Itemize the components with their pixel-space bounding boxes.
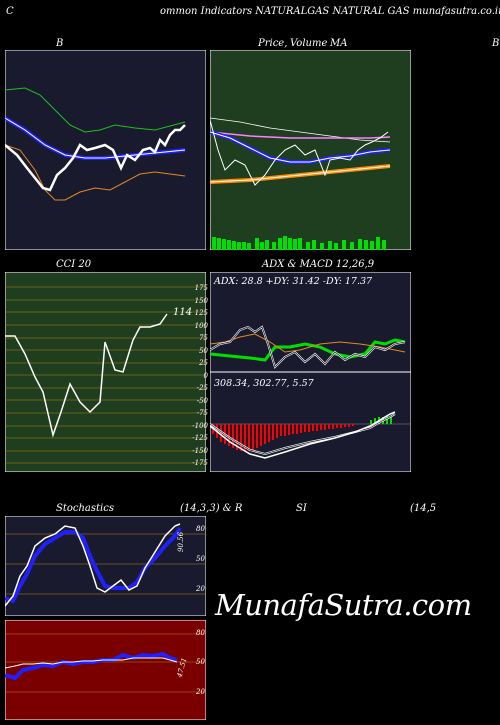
cci-tick: 75 [199, 334, 208, 342]
cci-tick: -150 [192, 446, 208, 455]
stochastics-title-a: Stochastics [56, 503, 114, 514]
macd-readout: 308.34, 302.77, 5.57 [214, 378, 315, 389]
cci-tick: 175 [194, 284, 208, 292]
cci-tick: 50 [199, 346, 208, 355]
rsi-tick: 20 [196, 688, 205, 696]
rsi-tick: 80 [196, 629, 205, 637]
stochastics-tick: 50 [196, 555, 205, 563]
stochastics-tick: 80 [196, 525, 205, 533]
page-title: ommon Indicators NATURALGAS NATURAL GAS … [160, 6, 500, 17]
price-title-c: MA [330, 38, 348, 49]
cci-tick: -75 [196, 409, 208, 417]
cci-tick: 25 [199, 359, 208, 367]
rsi-tick: 50 [196, 658, 205, 666]
header-prefix: C [6, 6, 14, 17]
stochastics-value-label: 90.56 [177, 531, 185, 552]
cci-tick-labels: 175 150 125 100 75 50 25 0 -25 -50 -75 -… [190, 282, 208, 470]
stochastics-title-c: SI [296, 503, 307, 514]
cci-tick: -100 [192, 421, 208, 430]
stochastics-tick: 20 [196, 585, 205, 593]
rsi-chart: 47.51 [5, 620, 206, 720]
cci-tick: -125 [192, 434, 208, 442]
cci-value-label: 114 [173, 307, 192, 318]
adx-title: ADX & MACD 12,26,9 [262, 259, 375, 270]
cci-title: CCI 20 [56, 259, 92, 270]
stochastics-title-b: (14,3,3) & R [180, 503, 243, 514]
macd-chart: 308.34, 302.77, 5.57 [210, 372, 411, 472]
cci-tick: 0 [203, 371, 208, 380]
adx-chart: ADX: 28.8 +DY: 31.42 -DY: 17.37 [210, 272, 411, 372]
cci-tick: 125 [194, 309, 208, 317]
price-title-edge: B [492, 38, 500, 49]
cci-tick: -175 [192, 459, 208, 467]
stochastics-chart: 90.56 [5, 516, 206, 616]
cci-tick: -50 [196, 396, 208, 405]
price-title-a: Price, [258, 38, 288, 49]
cci-tick: -25 [196, 384, 208, 392]
cci-chart: 114 [5, 272, 206, 472]
bollinger-title: B [56, 38, 64, 49]
cci-tick: 100 [194, 321, 208, 330]
cci-tick: 150 [194, 296, 208, 305]
adx-readout: ADX: 28.8 +DY: 31.42 -DY: 17.37 [213, 276, 373, 287]
price-title-b: Volume [290, 38, 328, 49]
bollinger-chart [5, 50, 206, 250]
watermark: MunafaSutra.com [215, 588, 472, 622]
price-volume-chart [210, 50, 411, 250]
stochastics-title-d: (14,5 [410, 503, 437, 514]
